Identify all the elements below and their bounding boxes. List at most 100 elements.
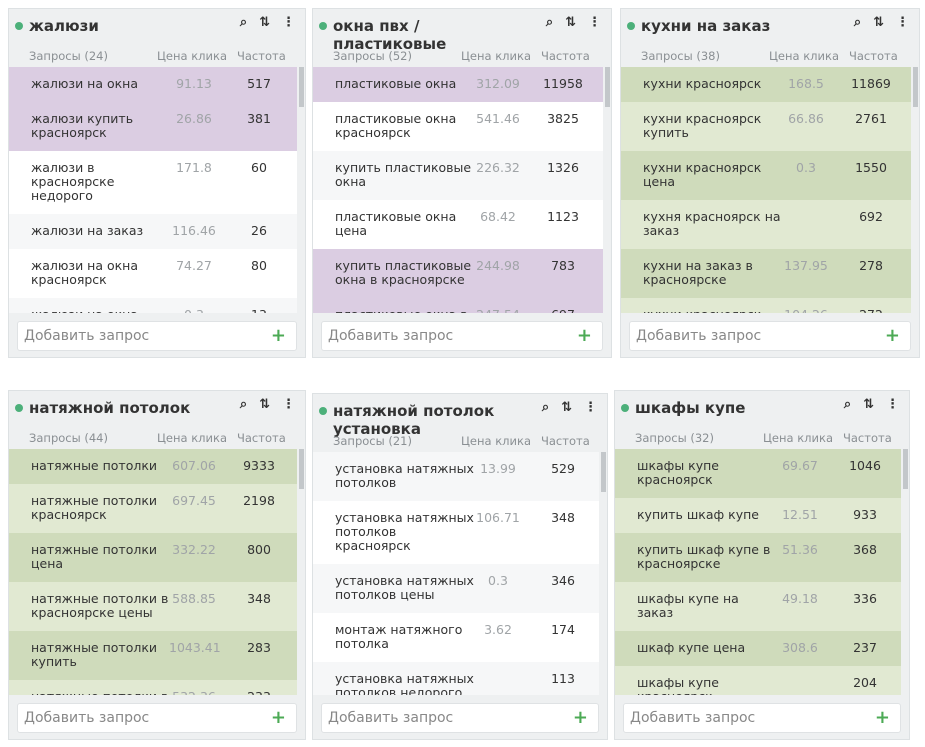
keyword-row[interactable]: кухни красноярск 104.26 272	[621, 298, 911, 313]
more-menu-icon[interactable]: ⋮	[282, 397, 295, 412]
keyword-row[interactable]: натяжные потолки красноярск 697.45 2198	[9, 484, 297, 533]
scrollbar[interactable]	[605, 67, 610, 107]
add-query-field[interactable]: Добавить запрос +	[623, 703, 901, 733]
sort-icon[interactable]: ⇅	[565, 15, 576, 30]
price-column-header[interactable]: Цена клика	[461, 49, 531, 63]
plus-icon[interactable]: +	[270, 325, 286, 346]
group-title[interactable]: натяжной потолок	[29, 399, 191, 417]
sort-icon[interactable]: ⇅	[863, 397, 874, 412]
keyword-row[interactable]: шкафы купе красноярск недорого 204	[615, 666, 901, 695]
scrollbar[interactable]	[299, 67, 304, 107]
keyword-row[interactable]: пластиковые окна в 247.54 697	[313, 298, 603, 313]
add-query-input[interactable]	[326, 708, 550, 730]
keyword-row[interactable]: натяжные потолки в красноярске цены 588.…	[9, 582, 297, 631]
keyword-row[interactable]: пластиковые окна цена 68.42 1123	[313, 200, 603, 249]
keyword-row[interactable]: жалюзи в красноярске недорого 171.8 60	[9, 151, 297, 214]
plus-icon[interactable]: +	[572, 707, 588, 728]
search-icon[interactable]: ⌕	[239, 397, 248, 412]
add-query-input[interactable]	[326, 326, 550, 348]
price-column-header[interactable]: Цена клика	[157, 431, 227, 445]
price-column-header[interactable]: Цена клика	[763, 431, 833, 445]
keyword-row[interactable]: кухня красноярск на заказ 692	[621, 200, 911, 249]
scrollbar[interactable]	[913, 67, 918, 107]
keyword-row[interactable]: установка натяжных потолков недорого 113	[313, 662, 599, 695]
add-query-field[interactable]: Добавить запрос +	[17, 703, 297, 733]
add-query-input[interactable]	[22, 326, 246, 348]
queries-count-header[interactable]: Запросы (24)	[29, 49, 108, 63]
keyword-row[interactable]: купить шкаф купе в красноярске 51.36 368	[615, 533, 901, 582]
scrollbar[interactable]	[903, 449, 908, 489]
search-icon[interactable]: ⌕	[239, 15, 248, 30]
frequency-column-header[interactable]: Частота	[541, 49, 590, 63]
group-title[interactable]: шкафы купе	[635, 399, 746, 417]
search-icon[interactable]: ⌕	[541, 400, 550, 415]
sort-icon[interactable]: ⇅	[873, 15, 884, 30]
more-menu-icon[interactable]: ⋮	[282, 15, 295, 30]
group-title[interactable]: натяжной потолок установка	[333, 402, 495, 438]
keyword-row[interactable]: шкаф купе цена 308.6 237	[615, 631, 901, 666]
add-query-field[interactable]: Добавить запрос +	[321, 321, 603, 351]
more-menu-icon[interactable]: ⋮	[896, 15, 909, 30]
queries-count-header[interactable]: Запросы (32)	[635, 431, 714, 445]
keyword-row[interactable]: установка натяжных потолков красноярск 1…	[313, 501, 599, 564]
plus-icon[interactable]: +	[270, 707, 286, 728]
plus-icon[interactable]: +	[874, 707, 890, 728]
keyword-row[interactable]: пластиковые окна красноярск 541.46 3825	[313, 102, 603, 151]
keyword-row[interactable]: купить шкаф купе 12.51 933	[615, 498, 901, 533]
keyword-row[interactable]: натяжные потолки цена 332.22 800	[9, 533, 297, 582]
plus-icon[interactable]: +	[884, 325, 900, 346]
frequency-column-header[interactable]: Частота	[843, 431, 892, 445]
keyword-row[interactable]: кухни красноярск 168.5 11869	[621, 67, 911, 102]
search-icon[interactable]: ⌕	[853, 15, 862, 30]
add-query-input[interactable]	[628, 708, 852, 730]
keyword-row[interactable]: шкафы купе на заказ 49.18 336	[615, 582, 901, 631]
keyword-row[interactable]: натяжные потолки 607.06 9333	[9, 449, 297, 484]
more-menu-icon[interactable]: ⋮	[584, 400, 597, 415]
add-query-field[interactable]: Добавить запрос +	[321, 703, 599, 733]
scrollbar[interactable]	[299, 449, 304, 489]
keyword-row[interactable]: жалюзи на окна красноярск 74.27 80	[9, 249, 297, 298]
price-column-header[interactable]: Цена клика	[461, 434, 531, 448]
add-query-field[interactable]: Добавить запрос +	[17, 321, 297, 351]
keyword-row[interactable]: натяжные потолки в 532.36 233	[9, 680, 297, 695]
keyword-row[interactable]: установка натяжных потолков цены 0.3 346	[313, 564, 599, 613]
queries-count-header[interactable]: Запросы (44)	[29, 431, 108, 445]
plus-icon[interactable]: +	[576, 325, 592, 346]
keyword-row[interactable]: натяжные потолки купить 1043.41 283	[9, 631, 297, 680]
keyword-row[interactable]: кухни красноярск купить 66.86 2761	[621, 102, 911, 151]
add-query-input[interactable]	[634, 326, 858, 348]
scrollbar[interactable]	[601, 452, 606, 492]
frequency-column-header[interactable]: Частота	[237, 431, 286, 445]
queries-count-header[interactable]: Запросы (52)	[333, 49, 412, 63]
keyword-row[interactable]: жалюзи на окна 91.13 517	[9, 67, 297, 102]
keyword-row[interactable]: монтаж натяжного потолка 3.62 174	[313, 613, 599, 662]
search-icon[interactable]: ⌕	[843, 397, 852, 412]
sort-icon[interactable]: ⇅	[259, 397, 270, 412]
sort-icon[interactable]: ⇅	[561, 400, 572, 415]
group-title[interactable]: жалюзи	[29, 17, 99, 35]
search-icon[interactable]: ⌕	[545, 15, 554, 30]
keyword-row[interactable]: купить пластиковые окна в красноярске 24…	[313, 249, 603, 298]
group-title[interactable]: окна пвх / пластиковые	[333, 17, 447, 53]
frequency-column-header[interactable]: Частота	[237, 49, 286, 63]
keyword-row[interactable]: купить пластиковые окна 226.32 1326	[313, 151, 603, 200]
keyword-row[interactable]: пластиковые окна 312.09 11958	[313, 67, 603, 102]
group-title[interactable]: кухни на заказ	[641, 17, 771, 35]
keyword-row[interactable]: жалюзи на окна 0.3 13	[9, 298, 297, 313]
frequency-column-header[interactable]: Частота	[849, 49, 898, 63]
sort-icon[interactable]: ⇅	[259, 15, 270, 30]
more-menu-icon[interactable]: ⋮	[588, 15, 601, 30]
add-query-input[interactable]	[22, 708, 246, 730]
keyword-row[interactable]: жалюзи на заказ 116.46 26	[9, 214, 297, 249]
keyword-row[interactable]: жалюзи купить красноярск 26.86 381	[9, 102, 297, 151]
queries-count-header[interactable]: Запросы (21)	[333, 434, 412, 448]
keyword-row[interactable]: установка натяжных потолков 13.99 529	[313, 452, 599, 501]
price-column-header[interactable]: Цена клика	[769, 49, 839, 63]
keyword-row[interactable]: кухни на заказ в красноярске 137.95 278	[621, 249, 911, 298]
price-column-header[interactable]: Цена клика	[157, 49, 227, 63]
frequency-column-header[interactable]: Частота	[541, 434, 590, 448]
keyword-row[interactable]: шкафы купе красноярск 69.67 1046	[615, 449, 901, 498]
queries-count-header[interactable]: Запросы (38)	[641, 49, 720, 63]
keyword-row[interactable]: кухни красноярск цена 0.3 1550	[621, 151, 911, 200]
add-query-field[interactable]: Добавить запрос +	[629, 321, 911, 351]
